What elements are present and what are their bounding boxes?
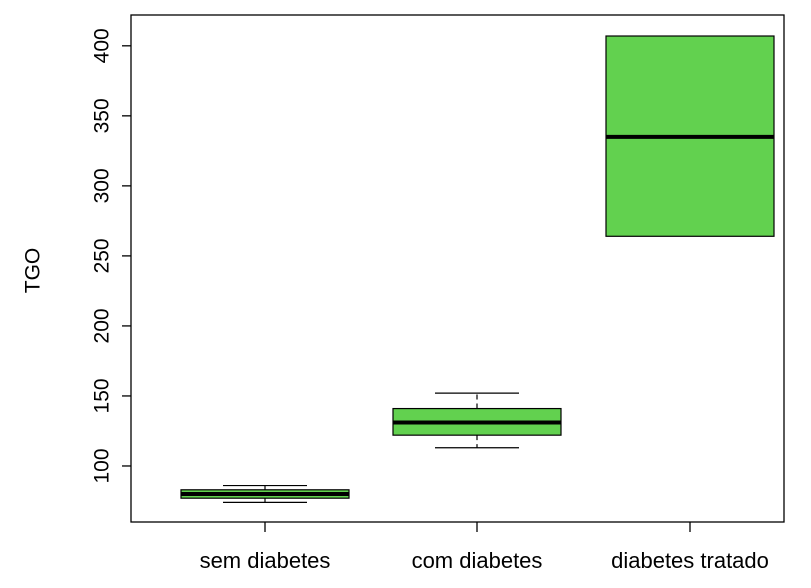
x-tick-label: sem diabetes [200,548,331,573]
y-tick-label: 300 [91,168,114,203]
y-tick-label: 100 [91,448,114,483]
x-tick-label: com diabetes [412,548,543,573]
plot-frame [130,14,785,523]
box-diabetes-tratado [605,35,775,237]
x-tick-label: diabetes tratado [611,548,769,573]
y-axis-title: TGO [22,248,45,294]
y-tick-label: 350 [91,98,114,133]
boxes-layer [180,35,775,503]
axes-layer: 100 150 200 250 300 350 400 sem diabetes com dia… [91,14,785,573]
y-tick-label: 150 [91,378,114,413]
y-tick-label: 200 [91,308,114,343]
box-sem-diabetes [180,484,350,503]
y-tick-label: 250 [91,238,114,273]
y-tick-label: 400 [91,28,114,63]
box-com-diabetes [392,392,562,449]
labels-layer: TGO [22,248,45,294]
